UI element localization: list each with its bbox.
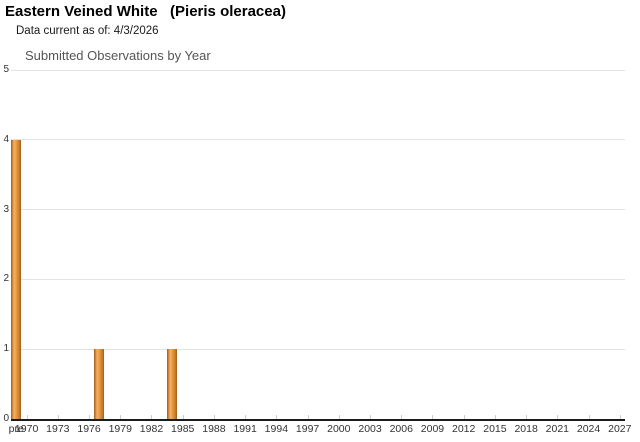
x-axis-tick-2024	[588, 415, 590, 419]
x-axis-tick-1970	[26, 415, 28, 419]
x-axis-tick-label-1997: 1997	[295, 423, 320, 435]
y-axis-tick-label-4: 4	[3, 133, 9, 145]
y-axis-tick-label-5: 5	[3, 64, 9, 75]
x-axis-tick-1991	[245, 415, 247, 419]
x-axis-tick-label-1982: 1982	[139, 423, 164, 435]
x-axis-tick-label-pre: pre	[8, 423, 24, 435]
x-axis-tick-label-1994: 1994	[264, 423, 289, 435]
x-axis-tick-label-1979: 1979	[108, 423, 132, 435]
plot-area	[11, 69, 625, 421]
x-axis-tick-1988	[213, 415, 215, 419]
x-axis-tick-label-2027: 2027	[608, 423, 632, 435]
x-axis-tick-label-2021: 2021	[545, 423, 570, 435]
x-axis-tick-label-1970: 1970	[14, 423, 39, 435]
x-axis-tick-label-2009: 2009	[420, 423, 445, 435]
x-axis-tick-1973	[57, 415, 59, 419]
x-axis-tick-1997	[307, 415, 309, 419]
x-axis-tick-label-1991: 1991	[233, 423, 257, 435]
gridline-y-4	[11, 139, 625, 141]
chart-title: Submitted Observations by Year	[25, 48, 211, 63]
x-axis-tick-label-2018: 2018	[514, 423, 538, 435]
y-axis-tick-label-3: 3	[3, 203, 9, 215]
x-axis-tick-1994	[276, 415, 278, 419]
gridline-y-5	[11, 69, 625, 71]
y-axis-tick-label-0: 0	[3, 413, 9, 424]
x-axis-tick-2021	[557, 415, 559, 419]
x-axis-tick-2000	[338, 415, 340, 419]
x-axis-tick-label-2003: 2003	[358, 423, 382, 435]
y-axis-tick-label-2: 2	[3, 273, 9, 285]
x-axis-tick-label-2015: 2015	[483, 423, 507, 435]
x-axis-tick-1979	[120, 415, 122, 419]
bar-pre-1970	[11, 139, 22, 419]
x-axis-tick-2003	[370, 415, 372, 419]
x-axis-tick-label-2012: 2012	[452, 423, 476, 435]
x-axis-tick-2009	[432, 415, 434, 419]
x-axis-tick-label-1976: 1976	[77, 423, 101, 435]
x-axis-tick-label-2024: 2024	[576, 423, 601, 435]
x-axis-tick-2015	[494, 415, 496, 419]
x-axis-tick-label-2006: 2006	[389, 423, 413, 435]
x-axis-tick-label-1973: 1973	[46, 423, 70, 435]
bar-1984	[167, 349, 178, 419]
x-axis-tick-1982	[151, 415, 153, 419]
x-axis-tick-label-1985: 1985	[171, 423, 195, 435]
gridline-y-1	[11, 348, 625, 350]
page-title: Eastern Veined White (Pieris oleracea)	[5, 3, 286, 20]
x-axis-tick-2018	[526, 415, 528, 419]
gridline-y-2	[11, 278, 625, 280]
x-axis-tick-label-2000: 2000	[327, 423, 351, 435]
x-axis-tick-2027	[619, 415, 621, 419]
x-axis-tick-1976	[89, 415, 91, 419]
x-axis-tick-2012	[463, 415, 465, 419]
bar-1977	[94, 349, 105, 419]
y-axis-tick-label-1: 1	[3, 343, 9, 355]
x-axis-tick-2006	[401, 415, 403, 419]
data-current-note: Data current as of: 4/3/2026	[16, 25, 159, 37]
gridline-y-3	[11, 209, 625, 211]
x-axis-tick-1985	[182, 415, 184, 419]
x-axis-tick-label-1988: 1988	[202, 423, 226, 435]
